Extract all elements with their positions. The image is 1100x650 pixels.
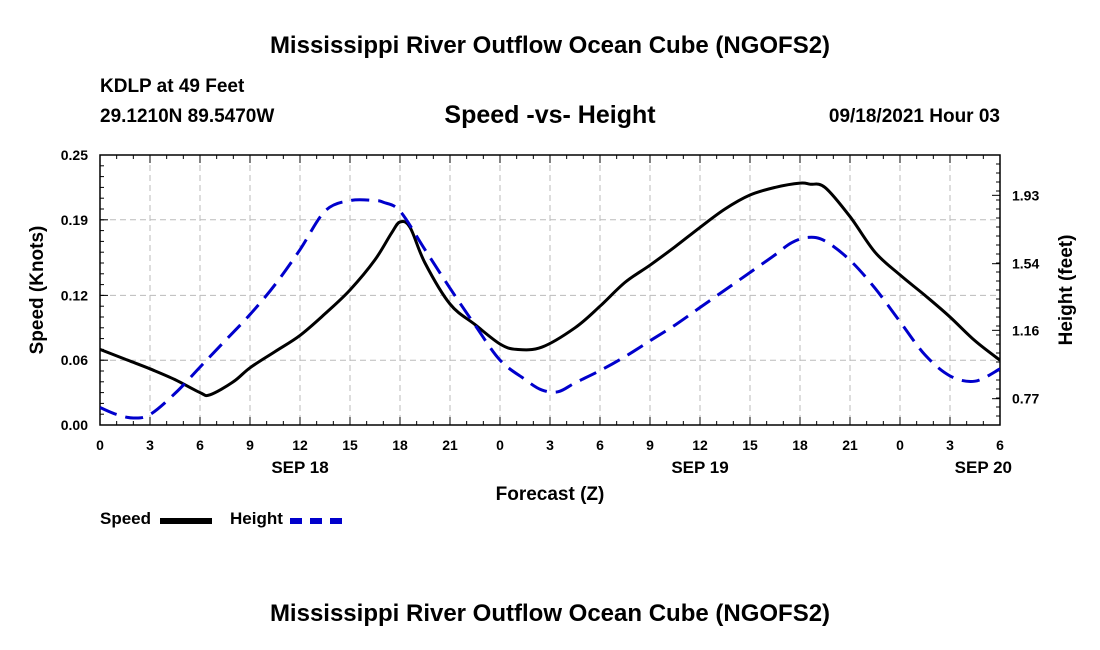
y-axis-title: Speed (Knots) bbox=[27, 226, 48, 355]
y-tick-label: 0.12 bbox=[61, 287, 88, 303]
legend-speed-label: Speed bbox=[100, 509, 152, 528]
date-label: SEP 20 bbox=[955, 458, 1012, 477]
y-tick-label: 0.06 bbox=[61, 352, 88, 368]
x-tick-label: 0 bbox=[896, 437, 904, 453]
x-tick-label: 21 bbox=[442, 437, 458, 453]
x-tick-label: 6 bbox=[996, 437, 1004, 453]
y-tick-label: 0.25 bbox=[61, 147, 88, 163]
y2-tick-label: 0.77 bbox=[1012, 391, 1039, 407]
x-tick-label: 6 bbox=[596, 437, 604, 453]
coordinates-label: 29.1210N 89.5470W bbox=[100, 106, 275, 127]
x-tick-label: 0 bbox=[496, 437, 504, 453]
x-axis-title: Forecast (Z) bbox=[496, 484, 605, 505]
x-tick-label: 0 bbox=[96, 437, 104, 453]
x-tick-label: 12 bbox=[692, 437, 708, 453]
series-line-height bbox=[100, 198, 1000, 420]
legend-height-line bbox=[290, 518, 342, 524]
y2-tick-label: 1.93 bbox=[1012, 187, 1039, 203]
footer-title: Mississippi River Outflow Ocean Cube (NG… bbox=[269, 600, 831, 627]
chart-title: Mississippi River Outflow Ocean Cube (NG… bbox=[269, 32, 831, 59]
x-tick-label: 18 bbox=[792, 437, 808, 453]
date-label: SEP 19 bbox=[671, 458, 728, 477]
y2-tick-label: 1.16 bbox=[1012, 322, 1039, 338]
x-tick-label: 3 bbox=[146, 437, 154, 453]
x-tick-label: 9 bbox=[646, 437, 654, 453]
y-tick-label: 0.19 bbox=[61, 212, 88, 228]
x-tick-label: 6 bbox=[196, 437, 204, 453]
x-tick-label: 9 bbox=[246, 437, 254, 453]
x-tick-label: 3 bbox=[946, 437, 954, 453]
x-tick-label: 3 bbox=[546, 437, 554, 453]
x-tick-label: 15 bbox=[742, 437, 758, 453]
forecast-datetime: 09/18/2021 Hour 03 bbox=[828, 106, 1000, 127]
x-tick-label: 12 bbox=[292, 437, 308, 453]
y2-axis-title: Height (feet) bbox=[1056, 235, 1077, 346]
y-tick-label: 0.00 bbox=[61, 417, 88, 433]
y2-tick-label: 1.54 bbox=[1012, 256, 1039, 272]
legend-speed-line bbox=[160, 518, 212, 524]
date-label: SEP 18 bbox=[271, 458, 328, 477]
x-tick-label: 21 bbox=[842, 437, 858, 453]
station-label: KDLP at 49 Feet bbox=[100, 76, 245, 97]
legend-height-label: Height bbox=[230, 509, 283, 528]
series-line-speed bbox=[100, 181, 1000, 398]
chart-subtitle: Speed -vs- Height bbox=[444, 101, 656, 129]
x-tick-label: 18 bbox=[392, 437, 408, 453]
x-tick-label: 15 bbox=[342, 437, 358, 453]
